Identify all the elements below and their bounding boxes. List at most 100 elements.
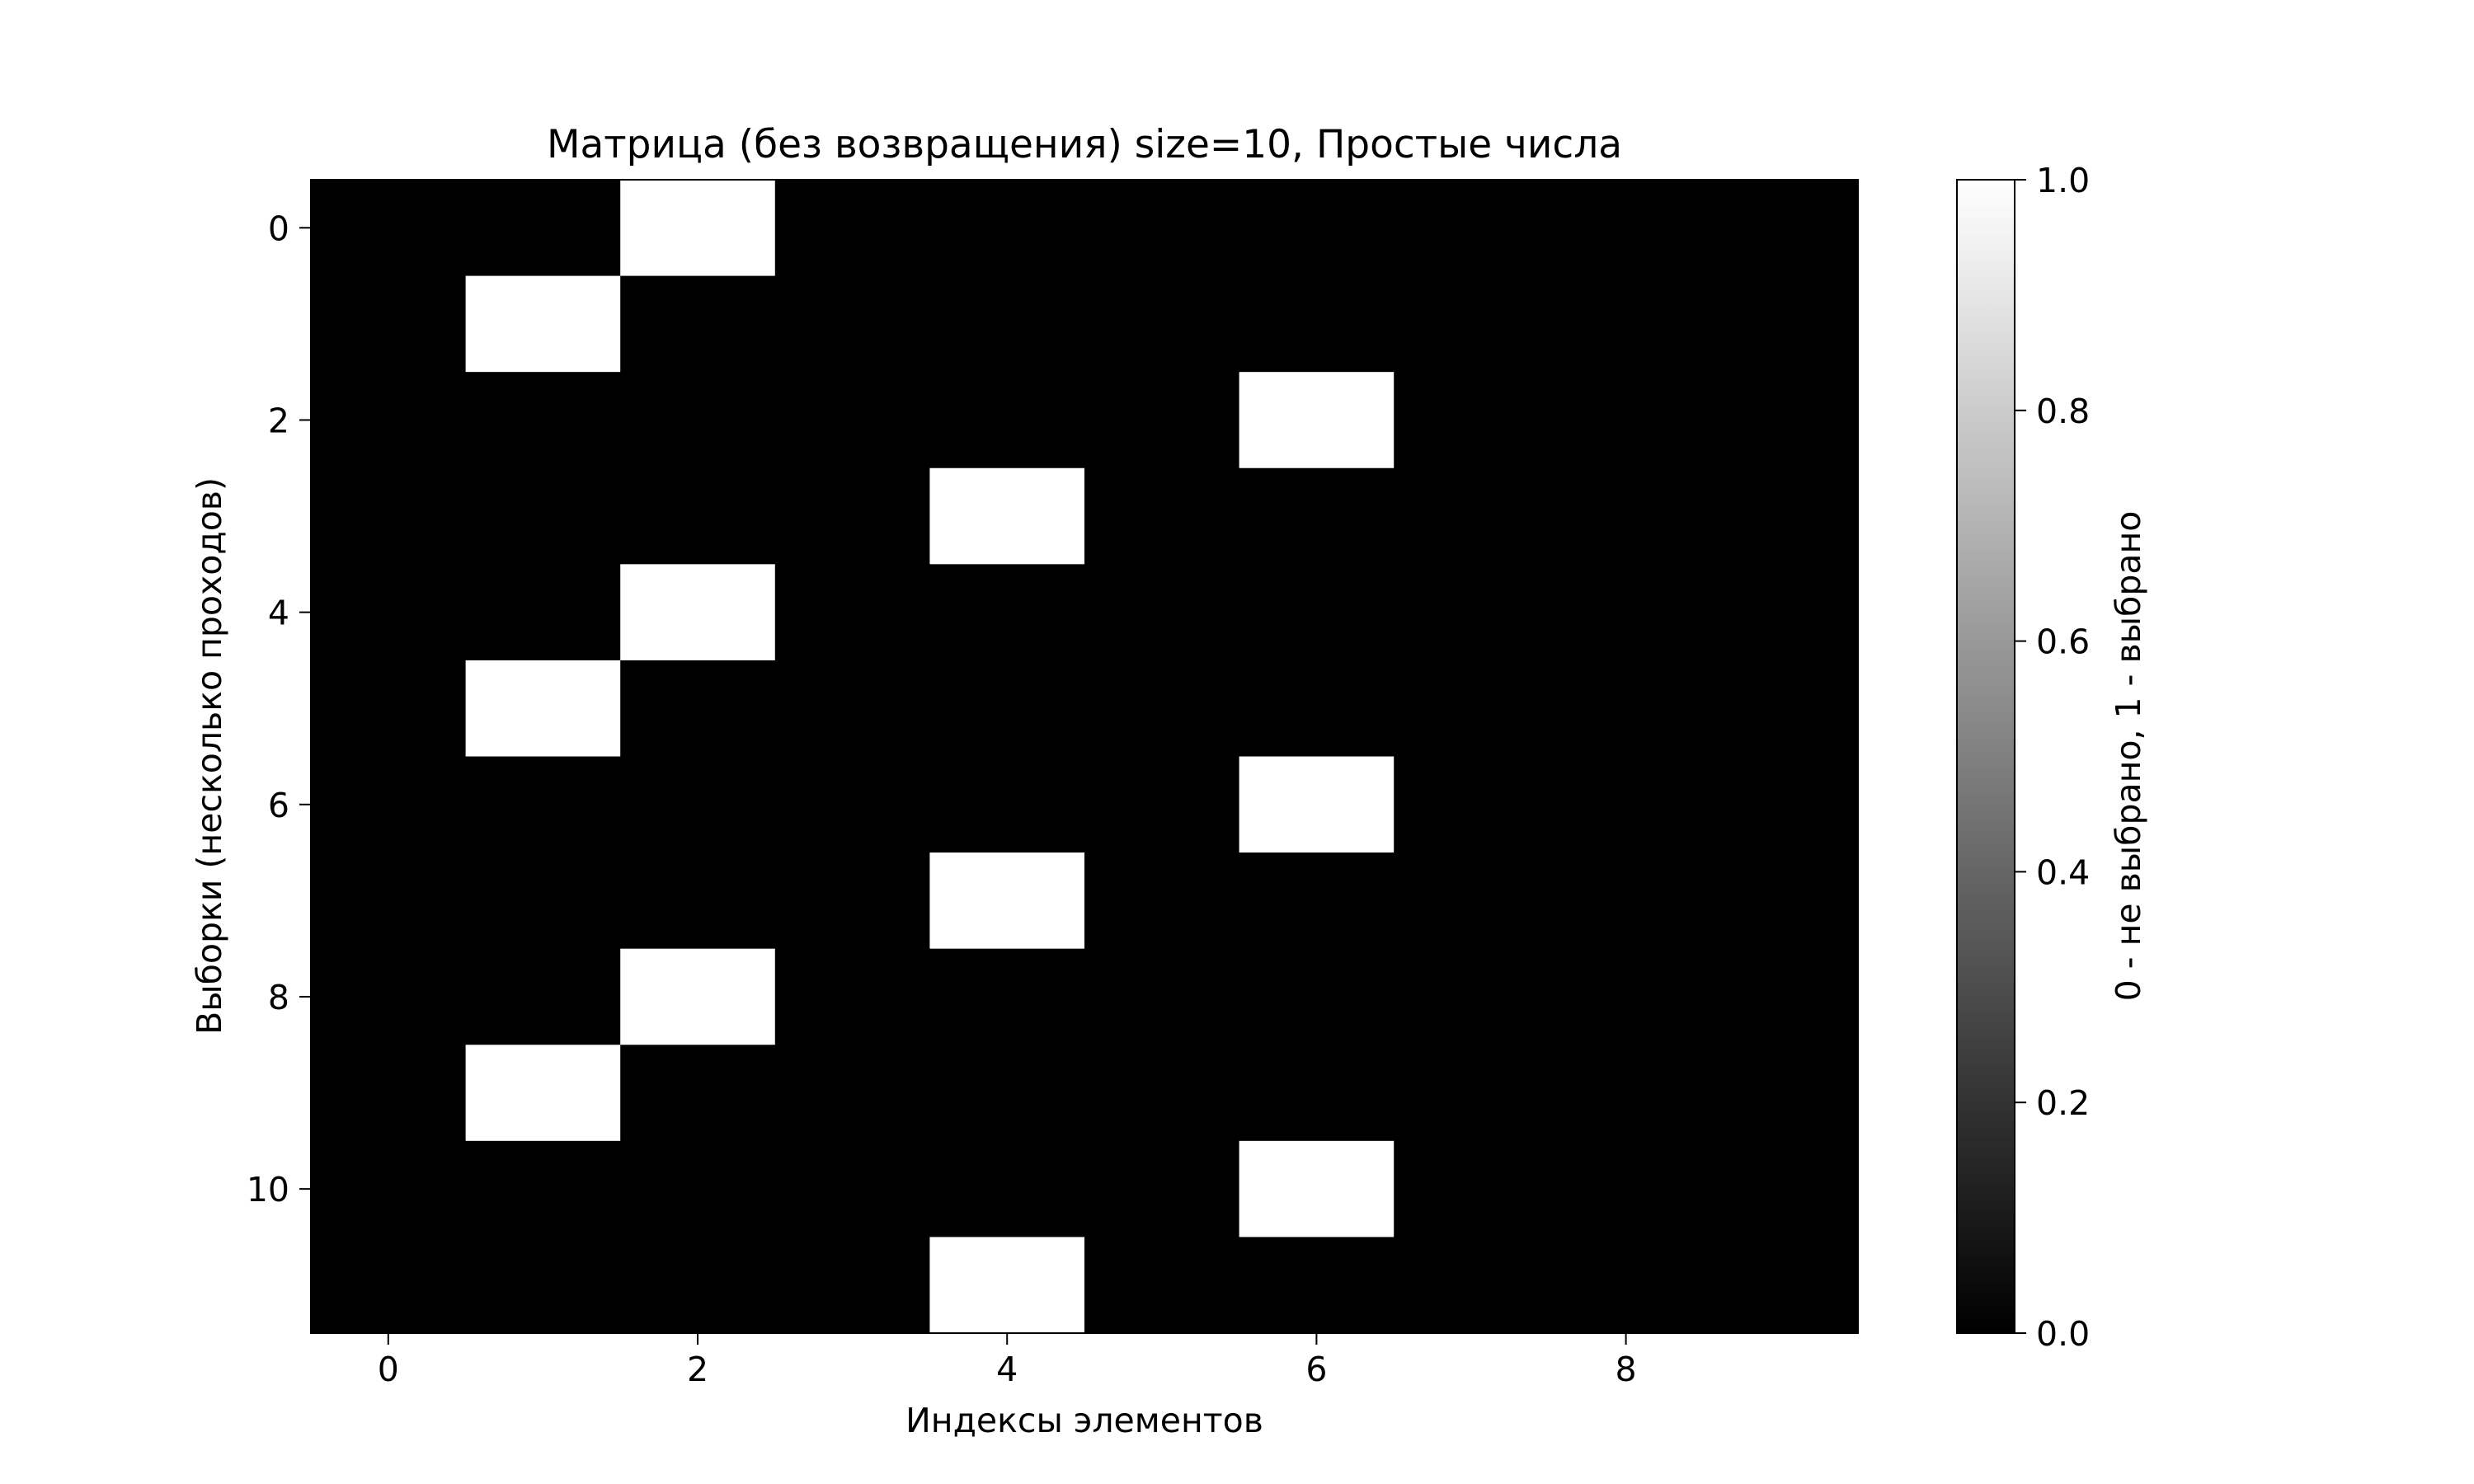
heatmap-cell bbox=[620, 467, 776, 565]
y-tick-label: 2 bbox=[268, 401, 289, 440]
heatmap-cell bbox=[1394, 275, 1550, 373]
y-tick-label: 0 bbox=[268, 209, 289, 248]
x-tick-label: 2 bbox=[687, 1350, 708, 1389]
heatmap-cell bbox=[1239, 660, 1395, 758]
heatmap-cell bbox=[774, 660, 930, 758]
heatmap-cell bbox=[1703, 852, 1859, 950]
heatmap-cell bbox=[774, 1045, 930, 1142]
heatmap-cell bbox=[929, 756, 1085, 853]
heatmap-cells bbox=[311, 180, 1859, 1334]
heatmap-cell bbox=[774, 852, 930, 950]
heatmap-cell bbox=[620, 948, 776, 1045]
plot-frame bbox=[310, 179, 1859, 1334]
heatmap-cell bbox=[1084, 372, 1240, 469]
y-tick-label: 6 bbox=[268, 786, 289, 825]
x-axis-ticks: 0 2 4 6 8 bbox=[378, 1333, 1637, 1389]
heatmap-cell bbox=[1548, 372, 1704, 469]
heatmap-cell bbox=[311, 1140, 467, 1238]
heatmap-cell bbox=[1239, 564, 1395, 661]
heatmap-cell bbox=[1703, 467, 1859, 565]
heatmap-cell bbox=[1703, 180, 1859, 277]
y-tick-label: 8 bbox=[268, 978, 289, 1017]
heatmap-cell bbox=[929, 948, 1085, 1045]
heatmap-cell bbox=[1084, 564, 1240, 661]
heatmap-cell bbox=[1703, 948, 1859, 1045]
heatmap-cell bbox=[311, 180, 467, 277]
heatmap-cell bbox=[620, 1237, 776, 1334]
heatmap-cell bbox=[465, 372, 621, 469]
heatmap-cell bbox=[1239, 180, 1395, 277]
colorbar-tick-label: 0.0 bbox=[2036, 1314, 2090, 1354]
heatmap-cell bbox=[1703, 660, 1859, 758]
colorbar-label: 0 - не выбрано, 1 - выбрано bbox=[2109, 511, 2148, 1002]
heatmap-cell bbox=[1084, 948, 1240, 1045]
heatmap-cell bbox=[1084, 467, 1240, 565]
heatmap-cell bbox=[1548, 756, 1704, 853]
heatmap-cell bbox=[311, 660, 467, 758]
heatmap-cell bbox=[311, 275, 467, 373]
heatmap-cell bbox=[1084, 275, 1240, 373]
heatmap-cell bbox=[311, 467, 467, 565]
heatmap-cell bbox=[1703, 275, 1859, 373]
heatmap-cell bbox=[1394, 1140, 1550, 1238]
heatmap-cell bbox=[929, 275, 1085, 373]
heatmap-cell bbox=[1239, 372, 1395, 469]
y-axis-label: Выборки (несколько проходов) bbox=[190, 477, 229, 1035]
heatmap-cell bbox=[311, 1045, 467, 1142]
heatmap-cell bbox=[1703, 372, 1859, 469]
heatmap-cell bbox=[774, 564, 930, 661]
heatmap-cell bbox=[1548, 852, 1704, 950]
heatmap-cell bbox=[311, 564, 467, 661]
heatmap-cell bbox=[620, 852, 776, 950]
x-tick-label: 0 bbox=[378, 1350, 399, 1389]
heatmap-cell bbox=[465, 275, 621, 373]
heatmap-cell bbox=[1703, 1045, 1859, 1142]
heatmap-cell bbox=[929, 180, 1085, 277]
heatmap-cell bbox=[465, 852, 621, 950]
heatmap-cell bbox=[1239, 948, 1395, 1045]
heatmap-cell bbox=[1084, 180, 1240, 277]
x-axis-label: Индексы элементов bbox=[905, 1401, 1263, 1440]
heatmap-cell bbox=[1239, 1045, 1395, 1142]
heatmap-cell bbox=[465, 180, 621, 277]
heatmap-cell bbox=[1394, 467, 1550, 565]
heatmap-cell bbox=[1084, 756, 1240, 853]
heatmap-cell bbox=[774, 275, 930, 373]
heatmap-cell bbox=[1239, 1140, 1395, 1238]
heatmap-cell bbox=[1548, 564, 1704, 661]
heatmap-cell bbox=[1703, 564, 1859, 661]
heatmap-cell bbox=[620, 756, 776, 853]
heatmap-cell bbox=[620, 1140, 776, 1238]
heatmap-cell bbox=[1394, 852, 1550, 950]
heatmap-cell bbox=[1084, 852, 1240, 950]
heatmap-cell bbox=[929, 564, 1085, 661]
heatmap-cell bbox=[311, 756, 467, 853]
heatmap-cell bbox=[1394, 372, 1550, 469]
heatmap-cell bbox=[465, 756, 621, 853]
heatmap-cell bbox=[620, 180, 776, 277]
heatmap-cell bbox=[1084, 1237, 1240, 1334]
heatmap-cell bbox=[1239, 467, 1395, 565]
heatmap-cell bbox=[1394, 660, 1550, 758]
x-tick-label: 6 bbox=[1305, 1350, 1327, 1389]
heatmap-cell bbox=[929, 1140, 1085, 1238]
heatmap-cell bbox=[774, 948, 930, 1045]
colorbar-ticks: 0.0 0.2 0.4 0.6 0.8 1.0 bbox=[2015, 161, 2090, 1354]
heatmap-cell bbox=[929, 467, 1085, 565]
heatmap-cell bbox=[1548, 1237, 1704, 1334]
heatmap-cell bbox=[1394, 1045, 1550, 1142]
heatmap-cell bbox=[929, 372, 1085, 469]
heatmap-cell bbox=[1394, 756, 1550, 853]
heatmap-cell bbox=[620, 564, 776, 661]
heatmap-cell bbox=[465, 564, 621, 661]
heatmap-cell bbox=[774, 372, 930, 469]
heatmap-cell bbox=[1548, 1140, 1704, 1238]
heatmap-cell bbox=[929, 660, 1085, 758]
heatmap-cell bbox=[1239, 275, 1395, 373]
heatmap-cell bbox=[929, 1045, 1085, 1142]
heatmap-cell bbox=[1548, 180, 1704, 277]
heatmap-cell bbox=[1394, 180, 1550, 277]
heatmap-cell bbox=[774, 1237, 930, 1334]
heatmap-cell bbox=[1703, 1140, 1859, 1238]
